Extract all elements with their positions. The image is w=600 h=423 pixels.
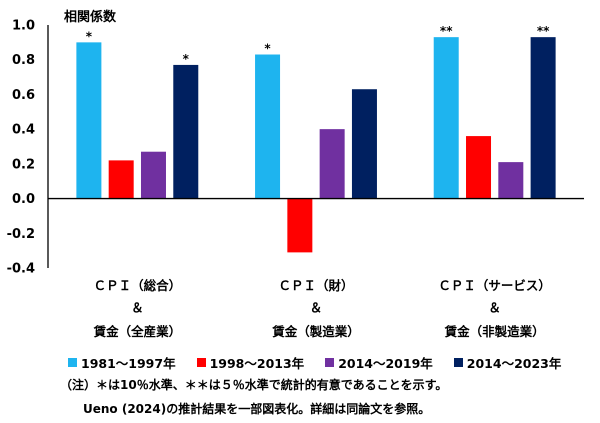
significance-marker: * bbox=[183, 52, 190, 66]
legend-item: 2014～2019年 bbox=[325, 353, 433, 372]
y-tick-label: 0.2 bbox=[12, 157, 35, 172]
legend-item: 1981～1997年 bbox=[68, 353, 176, 372]
bar bbox=[498, 162, 524, 199]
legend-label: 1998～2013年 bbox=[209, 355, 305, 371]
y-tick-label: 0.8 bbox=[12, 53, 35, 68]
legend-swatch bbox=[68, 357, 77, 367]
legend-swatch bbox=[453, 357, 463, 367]
footnote: （注）＊は10％水準、＊＊は５％水準で統計的有意であることを示す。 bbox=[60, 378, 448, 392]
chart-area: 相関係数 1.00.80.60.40.20.0-0.2-0.4 ***** ** … bbox=[7, 9, 584, 339]
category-label: ＆ bbox=[131, 300, 144, 315]
legend-swatch bbox=[325, 357, 335, 367]
legend-item: 1998～2013年 bbox=[196, 353, 305, 372]
bar bbox=[287, 198, 313, 253]
category-labels: ＣＰＩ（総合） ＆ 賃金（全産業） ＣＰＩ（財） ＆ 賃金（製造業） ＣＰＩ（サービス） ＆ 賃… bbox=[93, 278, 551, 339]
category-label: ＣＰＩ（財） bbox=[278, 278, 353, 293]
y-tick-label: 0.4 bbox=[12, 123, 35, 138]
legend-swatch bbox=[196, 357, 206, 367]
y-tick-label: -0.4 bbox=[7, 262, 35, 277]
category-label: ＣＰＩ（総合） bbox=[94, 278, 182, 293]
bar bbox=[351, 89, 377, 199]
bar bbox=[433, 37, 459, 199]
y-axis-title: 相関係数 bbox=[64, 9, 117, 25]
significance-marker: * bbox=[86, 29, 93, 43]
bars: ***** ** bbox=[76, 24, 556, 253]
category-label: 賃金（非製造業） bbox=[444, 324, 545, 339]
category-label: 賃金（全産業） bbox=[93, 324, 182, 339]
bar bbox=[173, 64, 199, 199]
category-label: ＣＰＩ（サービス） bbox=[438, 278, 551, 293]
y-axis-ticks: 1.0 0.8 0.6 0.4 0.2 0.0 -0.2 -0.4 bbox=[7, 19, 35, 277]
bar bbox=[530, 37, 556, 199]
bar bbox=[466, 136, 492, 199]
significance-marker: ** bbox=[440, 24, 453, 38]
axes bbox=[47, 25, 584, 268]
bar bbox=[140, 151, 166, 199]
bar bbox=[108, 160, 134, 199]
legend-label: 2014～2019年 bbox=[338, 355, 433, 371]
legend-item: 2014～2023年 bbox=[453, 353, 562, 372]
significance-marker: ** bbox=[537, 24, 550, 38]
y-tick-label: -0.2 bbox=[7, 227, 35, 242]
bar bbox=[255, 54, 281, 199]
legend-label: 1981～1997年 bbox=[81, 355, 176, 371]
source-note: Ueno (2024)の推計結果を一部図表化。詳細は同論文を参照。 bbox=[83, 402, 431, 416]
y-tick-label: 0.0 bbox=[12, 192, 35, 207]
legend-label: 2014～2023年 bbox=[466, 355, 562, 371]
legend: 1981～1997年 1998～2013年 2014～2019年 2014～20… bbox=[68, 353, 561, 371]
bar bbox=[319, 129, 345, 199]
category-label: 賃金（製造業） bbox=[271, 324, 360, 339]
y-tick-label: 0.6 bbox=[12, 88, 35, 103]
bar bbox=[76, 42, 102, 199]
category-label: ＆ bbox=[488, 300, 501, 315]
y-tick-label: 1.0 bbox=[12, 19, 35, 34]
category-label: ＆ bbox=[310, 300, 323, 315]
significance-marker: * bbox=[264, 42, 271, 56]
